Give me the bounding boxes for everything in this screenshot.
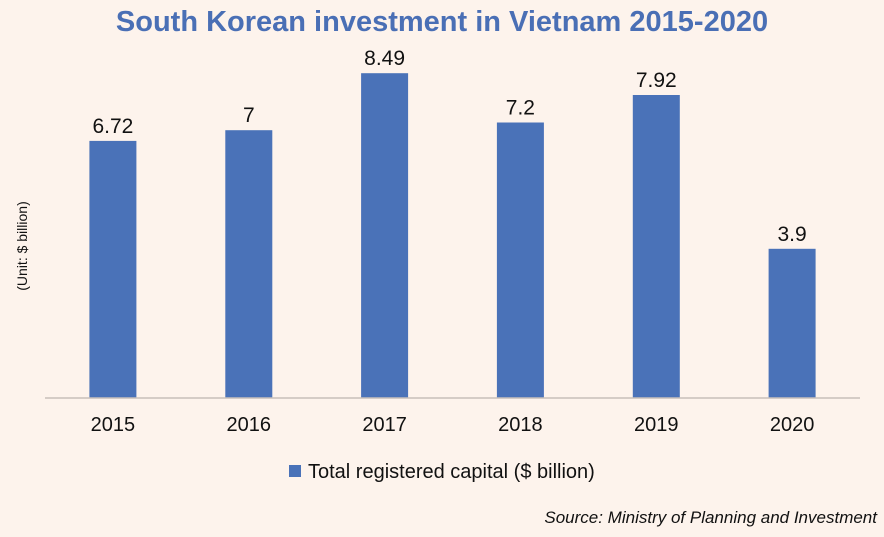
value-label-2018: 7.2 — [506, 97, 535, 120]
x-tick-label-2018: 2018 — [498, 414, 543, 436]
legend: Total registered capital ($ billion) — [289, 461, 595, 483]
tick-labels-group: 2015 2016 2017 2018 2019 2020 — [91, 414, 815, 436]
value-label-2015: 6.72 — [92, 115, 133, 138]
value-label-2016: 7 — [243, 104, 255, 127]
bar-2019 — [632, 95, 680, 398]
bar-2017 — [361, 73, 409, 398]
x-tick-label-2020: 2020 — [770, 414, 815, 436]
bar-2016 — [225, 130, 273, 398]
bars-group — [89, 73, 816, 398]
y-axis-label: (Unit: $ billion) — [14, 201, 30, 290]
bar-2015 — [89, 140, 137, 398]
source-note: Source: Ministry of Planning and Investm… — [544, 508, 878, 527]
legend-label: Total registered capital ($ billion) — [308, 461, 595, 483]
x-tick-label-2017: 2017 — [362, 414, 407, 436]
x-tick-label-2019: 2019 — [634, 414, 679, 436]
chart-title: South Korean investment in Vietnam 2015-… — [116, 6, 768, 38]
bar-2018 — [496, 122, 544, 398]
value-label-2019: 7.92 — [636, 69, 677, 92]
value-labels-group: 6.72 7 8.49 7.2 7.92 3.9 — [92, 47, 806, 246]
legend-swatch — [289, 465, 301, 477]
x-tick-label-2016: 2016 — [227, 414, 272, 436]
x-tick-label-2015: 2015 — [91, 414, 136, 436]
bar-2020 — [768, 248, 816, 398]
value-label-2017: 8.49 — [364, 47, 405, 70]
value-label-2020: 3.9 — [777, 223, 806, 246]
